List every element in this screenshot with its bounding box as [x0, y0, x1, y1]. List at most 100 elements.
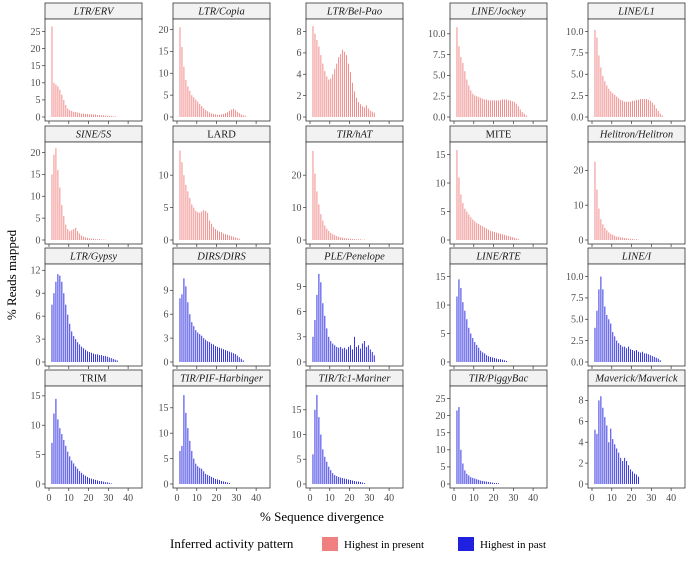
bar: [180, 151, 181, 240]
bar: [53, 293, 54, 362]
bar: [231, 236, 232, 240]
y-tick-label: 4: [297, 70, 302, 81]
bar: [191, 322, 192, 362]
bar: [183, 175, 184, 240]
bar: [648, 354, 649, 362]
bar: [480, 351, 481, 362]
y-tick-label: 4: [579, 438, 584, 449]
bar: [616, 448, 617, 484]
bar: [111, 483, 112, 484]
bar: [189, 441, 190, 484]
bar: [656, 108, 657, 117]
y-tick-label: 15: [436, 150, 446, 161]
bar: [374, 113, 375, 117]
bar: [602, 289, 603, 362]
bar: [63, 293, 64, 362]
y-tick-label: 12: [31, 266, 41, 277]
bar: [494, 232, 495, 240]
bar: [69, 231, 70, 240]
bar: [243, 115, 244, 117]
bar: [237, 238, 238, 240]
y-tick-label: 10: [31, 192, 41, 203]
bar: [316, 295, 317, 362]
bar: [181, 162, 182, 240]
bar: [468, 328, 469, 362]
bar: [514, 102, 515, 117]
bar: [476, 96, 477, 117]
bar: [322, 64, 323, 117]
bar: [109, 357, 110, 362]
bar: [217, 347, 218, 362]
bar: [75, 466, 76, 484]
bar: [626, 348, 627, 362]
bar: [223, 481, 224, 484]
bar: [205, 211, 206, 240]
bar: [595, 430, 596, 484]
bar: [332, 473, 333, 484]
bar: [596, 311, 597, 362]
bar: [616, 341, 617, 362]
bar: [610, 324, 611, 362]
bar: [61, 205, 62, 240]
bar: [608, 89, 609, 117]
bar: [95, 480, 96, 484]
bar: [512, 237, 513, 240]
y-tick-label: 10: [31, 78, 41, 89]
bar: [229, 352, 230, 362]
y-tick-label: 15: [159, 403, 169, 414]
bar: [457, 411, 458, 484]
y-tick-label: 2.5: [571, 336, 584, 347]
bar: [328, 467, 329, 484]
bar: [199, 334, 200, 362]
bar: [79, 113, 80, 117]
bar: [59, 276, 60, 362]
x-tick-label: 10: [469, 493, 479, 504]
bar: [201, 211, 202, 240]
x-axis-label: % Sequence divergence: [260, 509, 384, 524]
bar: [628, 347, 629, 362]
bar: [211, 114, 212, 117]
bar: [71, 230, 72, 240]
bar: [470, 90, 471, 117]
bar: [354, 337, 355, 362]
bar: [358, 102, 359, 117]
bar: [324, 71, 325, 117]
bar: [81, 114, 82, 117]
bar: [203, 338, 204, 362]
legend-title: Inferred activity pattern: [170, 536, 294, 551]
bar: [468, 85, 469, 117]
bar: [63, 440, 64, 484]
bar: [624, 347, 625, 362]
y-tick-label: 10: [436, 445, 446, 456]
bar: [101, 355, 102, 362]
panel-title: TIR/PIF-Harbinger: [180, 374, 264, 385]
bar: [462, 463, 463, 484]
bar: [211, 344, 212, 362]
bar: [241, 114, 242, 117]
bar: [340, 347, 341, 362]
bar: [115, 360, 116, 362]
bar: [213, 344, 214, 362]
bar: [77, 113, 78, 117]
bar: [342, 478, 343, 484]
bar: [215, 229, 216, 240]
bar: [488, 100, 489, 117]
bar: [338, 348, 339, 362]
bar: [626, 461, 627, 484]
bar: [484, 227, 485, 240]
bar: [93, 354, 94, 362]
y-tick-label: 0: [441, 479, 446, 490]
bar: [354, 481, 355, 484]
bar: [322, 303, 323, 362]
bar: [362, 344, 363, 362]
bar: [183, 67, 184, 117]
bar: [217, 230, 218, 240]
y-tick-label: 6: [297, 307, 302, 318]
bar: [55, 85, 56, 117]
y-tick-label: 20: [292, 170, 302, 181]
